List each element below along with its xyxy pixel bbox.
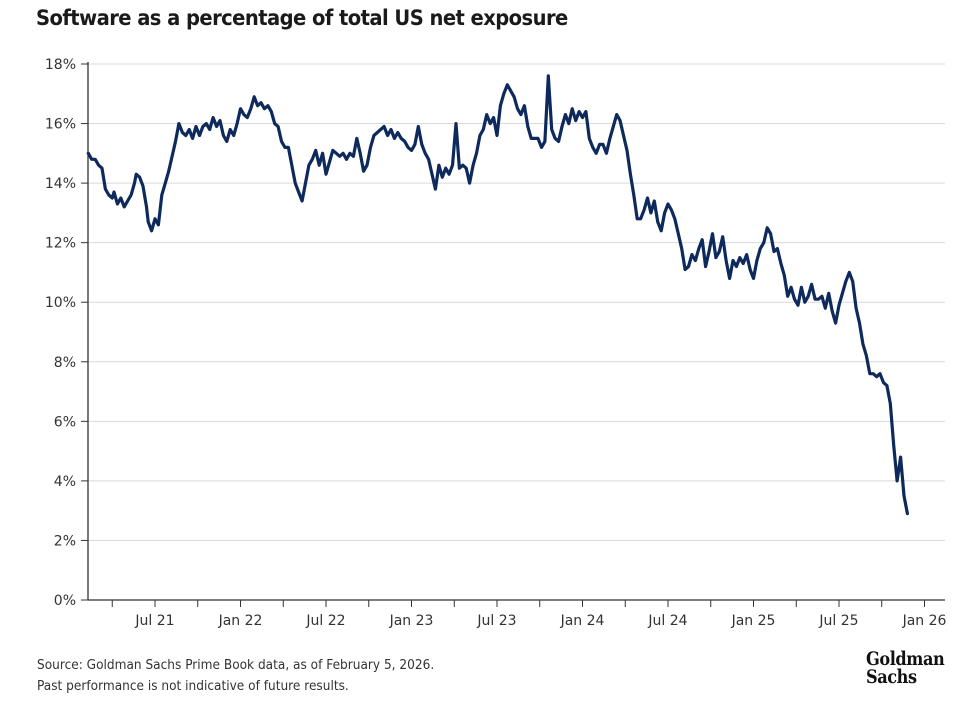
y-axis: 0% 2% 4% 6% 8% 10% 12% 14% 16% 18% [45,57,89,609]
y-tick-label: 0% [54,593,76,609]
y-tick-label: 4% [54,474,76,490]
goldman-sachs-logo: Goldman Sachs [866,648,945,688]
x-tick-label: Jul 25 [818,613,858,629]
series-line [86,74,909,516]
chart-footer: Source: Goldman Sachs Prime Book data, a… [37,655,434,697]
y-tick-label: 14% [45,176,76,192]
y-tick-label: 18% [45,57,76,73]
y-tick-label: 8% [54,355,76,371]
line-chart: 0%2%4%6%8%10%12%14%16%18% Jul 21 Jan 22 Ju… [45,57,947,629]
y-tick-label: 16% [45,117,76,133]
series-group [86,74,909,516]
x-axis: Jul 21 Jan 22 Jul 22 Jan 23 Jul 23 Jan 24 Jul … [88,599,947,629]
x-tick-label: Jul 21 [134,613,174,629]
disclaimer-note: Past performance is not indicative of fu… [37,678,349,694]
x-tick-label: Jul 24 [647,613,687,629]
x-tick-label: Jul 23 [476,613,516,629]
chart-title: Software as a percentage of total US net… [36,6,568,30]
y-tick-label: 6% [54,414,76,430]
logo-line-2: Sachs [866,666,917,688]
x-tick-label: Jan 22 [218,613,263,629]
y-tick-label: 12% [45,236,76,252]
source-note: Source: Goldman Sachs Prime Book data, a… [37,657,435,673]
x-tick-label: Jan 24 [560,613,605,629]
x-tick-label: Jul 22 [305,613,345,629]
x-tick-label: Jan 23 [389,613,434,629]
y-tick-label: 2% [54,533,76,549]
x-tick-label: Jan 26 [902,613,947,629]
logo-line-1: Goldman [866,648,945,670]
y-tick-label: 10% [45,295,76,311]
x-tick-label: Jan 25 [731,613,776,629]
gridlines [88,63,945,541]
